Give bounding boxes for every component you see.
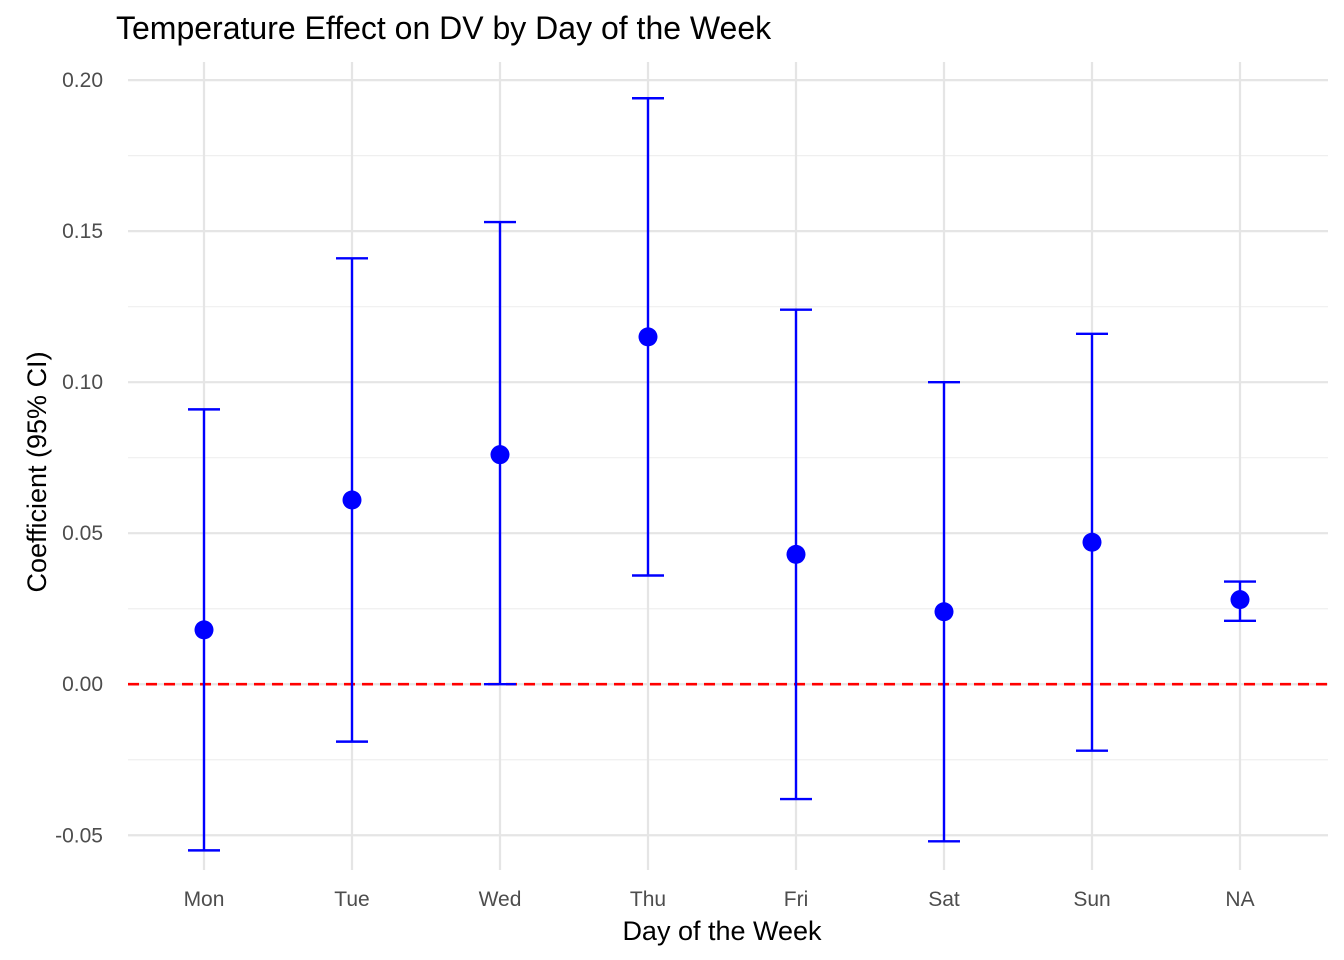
y-tick-label: -0.05 (55, 824, 103, 847)
y-axis-title: Coefficient (95% CI) (22, 351, 52, 592)
data-points (188, 97, 1256, 852)
y-tick-label: 0.05 (62, 522, 103, 545)
x-tick-label: Sat (928, 888, 960, 911)
data-point (1082, 532, 1102, 552)
y-tick-label: 0.00 (62, 673, 103, 696)
axes: -0.05 0.00 0.05 0.10 0.15 0.20 Mon Tue Wed Thu Fri… (55, 69, 1254, 911)
data-point (638, 327, 658, 347)
x-tick-label: NA (1225, 888, 1254, 911)
y-tick-label: 0.10 (62, 371, 103, 394)
x-tick-label: Mon (184, 888, 225, 911)
data-point (194, 620, 214, 640)
data-point (1230, 590, 1250, 610)
x-axis-title: Day of the Week (622, 916, 822, 946)
chart-title: Temperature Effect on DV by Day of the W… (116, 10, 772, 46)
y-tick-label: 0.20 (62, 69, 103, 92)
data-point (786, 544, 806, 564)
data-point (934, 602, 954, 622)
x-tick-label: Sun (1073, 888, 1110, 911)
y-tick-label: 0.15 (62, 220, 103, 243)
data-point (342, 490, 362, 510)
x-tick-label: Fri (784, 888, 809, 911)
data-point (490, 445, 510, 465)
x-tick-label: Wed (479, 888, 522, 911)
x-tick-label: Thu (630, 888, 666, 911)
grid (128, 62, 1328, 870)
x-tick-label: Tue (334, 888, 369, 911)
